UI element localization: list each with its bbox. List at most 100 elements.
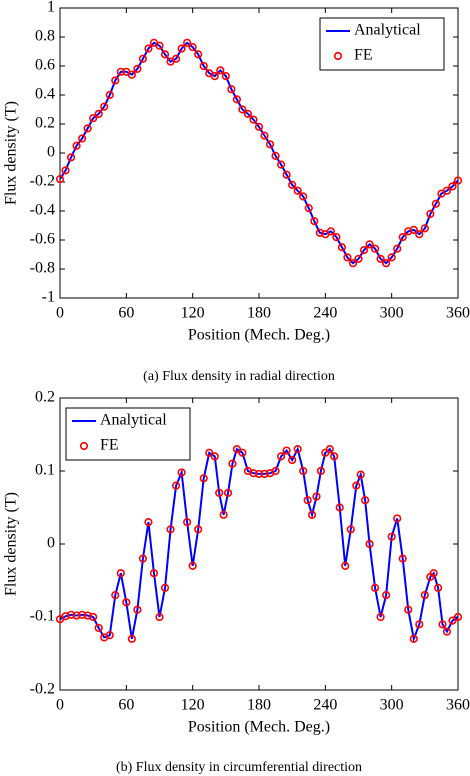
y-tick-label: 0.2 xyxy=(35,115,55,132)
fe-marker xyxy=(199,61,208,71)
fe-marker xyxy=(227,85,236,94)
fe-marker xyxy=(171,54,181,63)
fe-marker xyxy=(448,182,457,191)
fe-marker xyxy=(166,525,175,534)
fe-marker xyxy=(138,554,148,563)
y-tick-label: 0 xyxy=(47,144,55,161)
fe-marker xyxy=(116,569,125,578)
x-tick-label: 240 xyxy=(313,697,337,714)
fe-marker xyxy=(232,445,241,454)
fe-marker xyxy=(404,605,413,614)
fe-marker xyxy=(354,254,363,263)
fe-marker xyxy=(434,583,443,592)
fe-marker xyxy=(415,230,424,239)
fe-marker xyxy=(155,41,164,50)
caption: (a) Flux density in radial direction xyxy=(143,369,335,384)
fe-marker xyxy=(177,468,186,477)
fe-marker xyxy=(277,452,286,461)
analytical-line xyxy=(59,446,459,643)
fe-marker xyxy=(431,199,440,208)
x-tick-label: 60 xyxy=(118,697,134,714)
fe-marker xyxy=(382,259,391,268)
x-tick-label: 300 xyxy=(380,697,404,714)
fe-marker xyxy=(194,50,203,59)
y-tick-label: 0.4 xyxy=(35,86,55,103)
fe-marker xyxy=(238,448,247,457)
fe-marker xyxy=(426,209,435,218)
x-axis-label: Position (Mech. Deg.) xyxy=(188,719,330,736)
fe-marker xyxy=(409,225,418,234)
fe-marker xyxy=(260,131,269,140)
fe-marker xyxy=(171,481,181,490)
x-tick-label: 60 xyxy=(118,305,134,322)
fe-marker xyxy=(341,561,350,571)
fe-marker xyxy=(288,455,297,465)
x-tick-label: 300 xyxy=(380,305,404,322)
fe-marker xyxy=(144,44,153,53)
y-tick-label: 0.2 xyxy=(35,389,55,406)
fe-marker xyxy=(293,445,302,454)
fe-marker xyxy=(312,492,321,501)
fe-marker xyxy=(183,38,192,47)
caption: (b) Flux density in circumferential dire… xyxy=(116,760,362,775)
fe-marker xyxy=(72,611,81,620)
fe-marker xyxy=(453,176,463,185)
fe-marker xyxy=(127,70,136,79)
fe-marker xyxy=(453,612,463,622)
fe-marker xyxy=(420,590,429,600)
fe-marker xyxy=(365,240,374,249)
fe-marker xyxy=(254,469,264,479)
fe-marker xyxy=(448,616,457,625)
fe-marker xyxy=(249,469,258,478)
fe-marker xyxy=(78,134,87,143)
fe-marker xyxy=(271,151,280,160)
fe-marker xyxy=(376,612,385,622)
fe-marker xyxy=(78,610,87,619)
fe-marker xyxy=(55,175,65,184)
y-tick-label: 0.8 xyxy=(35,28,55,45)
fe-marker xyxy=(232,95,241,104)
fe-marker xyxy=(442,627,452,636)
fe-marker xyxy=(310,217,319,226)
y-tick-label: 0.1 xyxy=(35,462,55,479)
fe-marker xyxy=(365,539,374,549)
fe-marker xyxy=(307,510,317,519)
y-tick-label: 1 xyxy=(47,0,55,16)
fe-marker xyxy=(105,90,114,100)
x-tick-label: 180 xyxy=(247,305,271,322)
x-tick-label: 120 xyxy=(181,697,205,714)
y-tick-label: -0.2 xyxy=(30,173,55,190)
fe-marker xyxy=(127,634,136,644)
fe-marker xyxy=(282,170,291,179)
analytical-line xyxy=(59,41,459,265)
fe-marker xyxy=(304,204,313,213)
fe-marker xyxy=(393,244,402,253)
fe-marker xyxy=(299,192,308,201)
fe-marker xyxy=(376,254,385,263)
x-tick-label: 360 xyxy=(446,305,470,322)
fe-marker xyxy=(94,623,103,633)
fe-marker xyxy=(216,66,225,75)
fe-marker xyxy=(393,514,402,523)
fe-marker xyxy=(111,590,120,600)
fe-marker xyxy=(398,554,407,563)
legend-box xyxy=(319,17,445,71)
fe-marker xyxy=(370,244,380,253)
x-tick-label: 360 xyxy=(446,697,470,714)
fe-marker xyxy=(149,569,159,578)
y-axis-label: Flux density (T) xyxy=(3,101,20,205)
y-tick-label: 0.6 xyxy=(35,57,55,74)
fe-marker xyxy=(271,466,280,476)
fe-marker xyxy=(72,141,81,150)
x-tick-label: 0 xyxy=(56,697,64,714)
fe-marker xyxy=(326,227,335,236)
fe-marker xyxy=(303,496,312,505)
fe-marker xyxy=(382,590,391,600)
y-axis-label: Flux density (T) xyxy=(3,492,20,596)
fe-marker xyxy=(133,605,142,614)
fe-marker xyxy=(316,466,326,476)
fe-marker xyxy=(66,610,76,619)
y-tick-label: -0.2 xyxy=(30,681,55,698)
fe-marker xyxy=(325,445,334,454)
